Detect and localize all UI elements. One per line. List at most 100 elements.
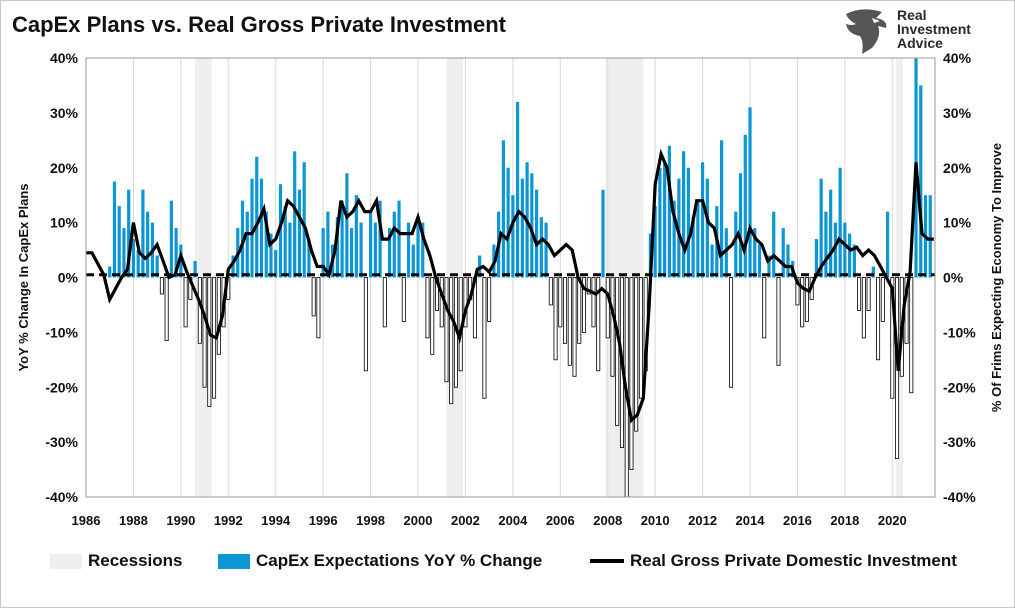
x-tick-0: 1986 — [72, 513, 101, 528]
capex-bar-95 — [558, 277, 563, 328]
capex-bar-49 — [340, 200, 344, 278]
plot-border — [85, 57, 936, 498]
capex-bar-151 — [824, 211, 828, 278]
capex-bar-134 — [743, 134, 747, 278]
capex-bar-155 — [843, 222, 847, 278]
capex-bar-153 — [833, 222, 837, 278]
legend-label-recessions: Recessions — [88, 551, 183, 570]
capex-bar-164 — [885, 211, 890, 278]
y-tick-right-2: 20% — [943, 160, 972, 176]
capex-bar-32 — [259, 178, 264, 278]
y-tick-right-7: -30% — [943, 434, 976, 450]
capex-bar-135 — [748, 107, 752, 278]
capex-bar-100 — [582, 277, 587, 333]
capex-bar-147 — [804, 277, 809, 322]
capex-bar-51 — [350, 228, 354, 278]
capex-bar-149 — [814, 239, 819, 278]
capex-bar-65 — [416, 217, 420, 278]
legend: Recessions CapEx Expectations YoY % Chan… — [0, 549, 1015, 573]
capex-bar-102 — [591, 277, 596, 328]
capex-bar-86 — [516, 101, 520, 278]
capex-bar-67 — [425, 277, 430, 339]
capex-bar-46 — [326, 211, 330, 278]
capex-bar-122 — [686, 167, 690, 278]
legend-swatch-investment — [590, 559, 624, 563]
x-tick-12: 2010 — [641, 513, 670, 528]
capex-bar-68 — [430, 277, 435, 355]
capex-bar-141 — [776, 277, 781, 366]
y-tick-left-6: -20% — [45, 379, 78, 395]
capex-bar-21 — [207, 277, 212, 407]
capex-bar-42 — [307, 239, 311, 278]
capex-bar-131 — [729, 277, 734, 388]
capex-bar-4 — [127, 189, 131, 278]
legend-swatch-capex — [218, 553, 250, 569]
x-tick-13: 2012 — [688, 513, 717, 528]
capex-bar-80 — [487, 277, 492, 322]
capex-bar-137 — [757, 244, 762, 278]
capex-bar-162 — [876, 277, 881, 361]
capex-bar-30 — [250, 178, 254, 278]
capex-bar-23 — [216, 277, 221, 355]
capex-bar-59 — [387, 228, 392, 278]
y-axis-label-right: % Of Frims Expecting Economy To Improve — [989, 143, 1004, 412]
y-tick-right-1: 30% — [943, 105, 972, 121]
x-tick-9: 2004 — [498, 513, 528, 528]
capex-bar-83 — [501, 140, 505, 278]
logo-text: Real Investment Advice — [897, 8, 971, 50]
capex-bar-123 — [691, 217, 695, 278]
capex-bar-121 — [682, 151, 686, 278]
capex-bar-52 — [354, 195, 358, 278]
capex-bar-94 — [553, 277, 558, 361]
capex-bar-96 — [563, 277, 568, 344]
logo-line-3: Advice — [897, 35, 943, 51]
y-tick-left-1: 30% — [50, 105, 79, 121]
capex-bar-57 — [378, 200, 382, 278]
capex-bar-169 — [909, 277, 914, 394]
capex-bar-110 — [629, 277, 634, 470]
capex-bar-116 — [658, 167, 662, 278]
capex-bar-125 — [700, 162, 705, 278]
capex-bar-34 — [269, 233, 273, 278]
capex-bar-0 — [108, 266, 112, 278]
y-tick-left-2: 20% — [50, 160, 79, 176]
capex-bar-171 — [919, 85, 923, 278]
y-tick-left-0: 40% — [50, 50, 79, 66]
capex-bar-93 — [548, 277, 553, 306]
x-tick-11: 2008 — [593, 513, 622, 528]
logo-line-1: Real — [897, 7, 927, 23]
capex-bar-10 — [155, 255, 159, 278]
capex-bar-7 — [141, 189, 145, 278]
legend-label-capex: CapEx Expectations YoY % Change — [256, 551, 543, 570]
x-tick-6: 1998 — [356, 513, 385, 528]
capex-bar-85 — [511, 195, 515, 278]
capex-bar-124 — [696, 200, 700, 278]
capex-bar-60 — [392, 211, 396, 278]
capex-bar-145 — [795, 277, 800, 306]
capex-bar-8 — [146, 211, 150, 278]
legend-swatch-recessions — [50, 553, 82, 569]
capex-bar-157 — [852, 244, 856, 278]
capex-bar-133 — [738, 173, 743, 278]
capex-bar-112 — [638, 277, 643, 399]
x-tick-10: 2006 — [546, 513, 575, 528]
capex-bar-36 — [278, 184, 283, 278]
x-tick-15: 2016 — [783, 513, 812, 528]
capex-bar-63 — [406, 222, 411, 278]
capex-bar-173 — [928, 195, 932, 278]
capex-bar-3 — [122, 228, 126, 278]
capex-bar-5 — [131, 239, 136, 278]
capex-bar-62 — [401, 277, 406, 322]
capex-bar-41 — [302, 162, 306, 278]
x-tick-1: 1988 — [119, 513, 148, 528]
y-axis-label-left: YoY % Change In CapEx Plans — [16, 183, 31, 371]
capex-bar-99 — [577, 277, 582, 344]
legend-item-investment: Real Gross Private Domestic Investment — [590, 549, 957, 573]
capex-bar-91 — [539, 217, 543, 278]
capex-bar-31 — [255, 156, 259, 278]
capex-bar-1 — [112, 181, 117, 278]
legend-label-investment: Real Gross Private Domestic Investment — [630, 551, 957, 570]
capex-bar-37 — [283, 206, 287, 278]
capex-bar-35 — [274, 250, 278, 278]
